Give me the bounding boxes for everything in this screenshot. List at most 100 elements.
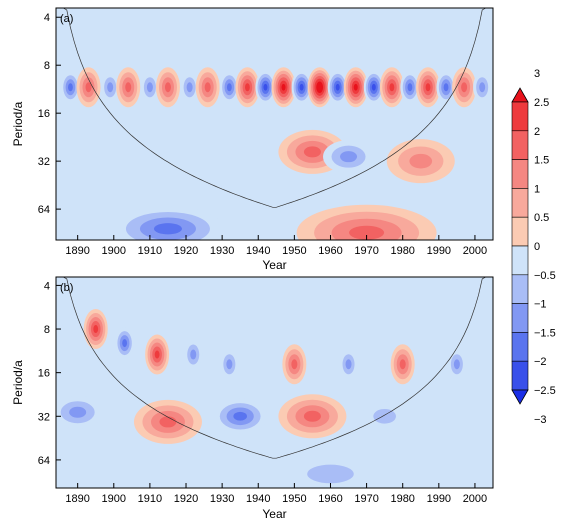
x-tick-label: 1910 <box>138 493 162 505</box>
x-tick-label: 1930 <box>210 493 234 505</box>
plot-frame <box>55 276 494 489</box>
y-tick-label: 16 <box>38 368 50 380</box>
colorbar-bin <box>511 101 529 132</box>
plot-area-b <box>56 277 493 488</box>
contour-blob <box>153 223 182 235</box>
y-tick-label: 64 <box>38 204 50 216</box>
contour-blob <box>371 83 376 91</box>
x-tick-label: 1950 <box>282 493 306 505</box>
contour-blob <box>373 408 396 424</box>
y-tick-label: 32 <box>38 411 50 423</box>
contour-blob <box>85 82 92 93</box>
contour-blob <box>68 83 73 92</box>
y-axis-title: Period/a <box>11 101 25 146</box>
x-tick-label: 1970 <box>354 245 378 257</box>
x-tick-label: 1970 <box>354 493 378 505</box>
colorbar-bin <box>511 332 529 362</box>
y-tick-label: 4 <box>44 280 50 292</box>
contour-blob <box>245 83 250 92</box>
colorbar-label: 2 <box>534 126 540 138</box>
colorbar-bin <box>511 245 529 276</box>
colorbar-label: 1.5 <box>534 155 549 167</box>
contour-blob <box>69 406 87 418</box>
contour-blob <box>186 82 193 93</box>
contour-blob <box>154 350 160 359</box>
contour-blob <box>190 349 197 360</box>
cone-of-influence <box>56 277 493 459</box>
contour-blob <box>204 82 211 93</box>
contour-blob <box>159 416 177 428</box>
colorbar-bottom-arrow <box>511 389 529 405</box>
contour-blob <box>389 83 395 92</box>
contour-blob <box>164 82 171 93</box>
contour-blob <box>146 82 153 93</box>
x-tick-label: 1960 <box>318 493 342 505</box>
x-tick-label: 1940 <box>246 493 270 505</box>
contour-blob <box>335 83 340 91</box>
x-tick-label: 1980 <box>390 245 414 257</box>
colorbar-bin <box>511 274 529 304</box>
x-tick-label: 2000 <box>463 245 487 257</box>
plot-area-a <box>56 8 493 240</box>
contour-blob <box>226 359 233 370</box>
contour-blob <box>226 83 232 92</box>
y-tick-label: 8 <box>44 60 50 72</box>
contour-blob <box>303 410 321 422</box>
x-tick-label: 1940 <box>246 245 270 257</box>
y-axis-title: Period/a <box>11 360 25 405</box>
contour-blob <box>443 83 449 92</box>
colorbar-bin <box>511 159 529 189</box>
x-tick-label: 1930 <box>210 245 234 257</box>
contour-blob <box>303 146 321 158</box>
x-tick-label: 1890 <box>65 245 89 257</box>
contour-blob <box>407 83 413 92</box>
contour-blob <box>409 153 433 169</box>
contour-blob <box>291 359 298 370</box>
x-tick-label: 1960 <box>318 245 342 257</box>
contour-blob <box>233 411 247 421</box>
contour-blob <box>93 325 99 334</box>
x-tick-label: 1990 <box>427 493 451 505</box>
x-tick-label: 1900 <box>102 493 126 505</box>
x-tick-label: 1920 <box>174 493 198 505</box>
contour-blob <box>263 83 268 91</box>
contour-blob <box>125 82 132 93</box>
colorbar-label: −1.5 <box>534 327 556 339</box>
contour-blob <box>479 82 486 93</box>
colorbar-label: −3 <box>534 414 547 426</box>
colorbar-top-arrow <box>511 87 529 103</box>
colorbar-bin <box>511 360 529 391</box>
contour-blob <box>349 225 385 240</box>
colorbar-label: 0 <box>534 241 540 253</box>
background-contour <box>56 8 493 240</box>
panel-label: (a) <box>60 13 73 25</box>
contour-blob <box>353 83 358 91</box>
y-tick-label: 32 <box>38 156 50 168</box>
x-tick-label: 1900 <box>102 245 126 257</box>
colorbar-label: −1 <box>534 299 547 311</box>
contour-blob <box>340 151 358 163</box>
cone-of-influence <box>56 8 493 208</box>
colorbar-label: 1 <box>534 183 540 195</box>
colorbar-label: 2.5 <box>534 97 549 109</box>
y-tick-label: 16 <box>38 108 50 120</box>
colorbar-bin <box>511 130 529 160</box>
colorbar-bin <box>511 303 529 333</box>
contour-blob <box>317 84 322 91</box>
contour-blob <box>425 83 431 92</box>
contour-blob <box>345 359 352 370</box>
plot-frame <box>55 7 494 241</box>
contour-blob <box>122 339 128 348</box>
panel-label: (b) <box>60 282 73 294</box>
x-tick-label: 1920 <box>174 245 198 257</box>
contour-blob <box>307 464 354 484</box>
x-tick-label: 1990 <box>427 245 451 257</box>
x-tick-label: 1950 <box>282 245 306 257</box>
colorbar-label: −0.5 <box>534 270 556 282</box>
y-tick-label: 4 <box>44 12 50 24</box>
x-tick-label: 1980 <box>390 493 414 505</box>
contour-blob <box>299 83 304 91</box>
y-tick-label: 64 <box>38 455 50 467</box>
y-tick-label: 8 <box>44 324 50 336</box>
